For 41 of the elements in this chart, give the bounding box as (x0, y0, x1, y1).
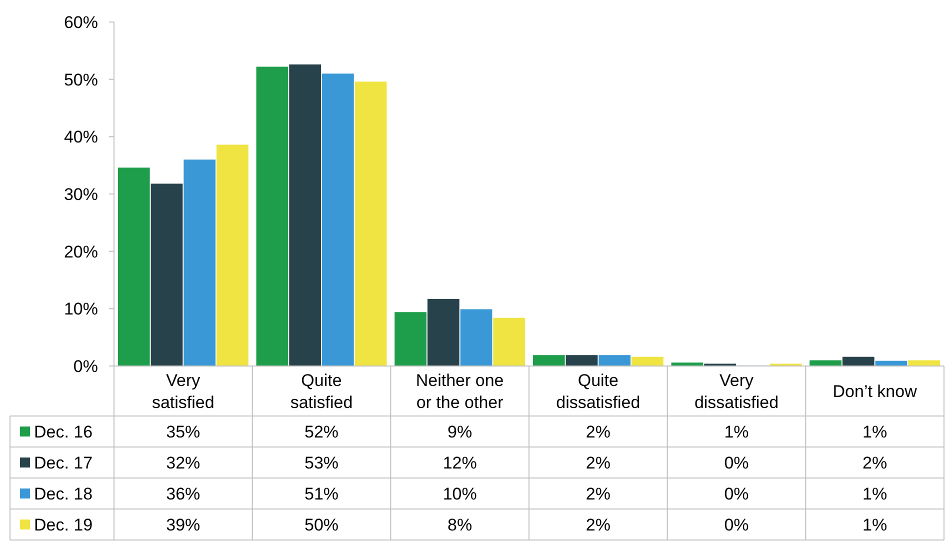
data-label: 9% (448, 422, 472, 442)
data-label: 51% (304, 484, 339, 504)
data-label: 1% (862, 515, 888, 534)
data-label: 2% (586, 484, 610, 504)
y-tick-label: 60% (64, 12, 98, 32)
legend-label: Dec. 19 (34, 515, 93, 534)
x-tick-label: Very dissatisfied (694, 370, 779, 412)
data-label: 10% (442, 484, 477, 504)
x-tick-label: Don’t know (832, 382, 918, 401)
y-tick-label: 50% (64, 70, 98, 90)
y-tick-label: 40% (64, 128, 98, 147)
data-label: 53% (304, 453, 339, 472)
data-label: 39% (166, 515, 200, 534)
x-tick-label: Neither one or the other (416, 370, 504, 412)
data-label: 2% (586, 453, 610, 472)
data-label: 1% (862, 422, 888, 442)
legend-label: Dec. 18 (34, 484, 93, 504)
data-label: 1% (724, 422, 749, 442)
y-tick-label: 30% (64, 184, 98, 204)
data-label: 0% (724, 484, 749, 504)
data-label: 35% (166, 422, 200, 442)
data-label: 2% (586, 422, 610, 442)
x-tick-label: Quite dissatisfied (556, 370, 640, 412)
data-label: 0% (724, 453, 749, 472)
data-label: 12% (442, 453, 477, 472)
data-label: 8% (448, 515, 472, 534)
y-tick-label: 0% (73, 356, 98, 376)
y-tick-label: 20% (64, 242, 98, 262)
x-tick-label: Quite satisfied (290, 370, 353, 412)
x-tick-label: Very satisfied (152, 370, 214, 412)
data-label: 52% (304, 422, 339, 442)
data-label: 0% (724, 515, 749, 534)
data-label: 36% (166, 484, 200, 504)
y-tick-label: 10% (64, 300, 98, 319)
data-label: 50% (304, 515, 339, 534)
data-label: 32% (166, 453, 200, 472)
legend-label: Dec. 16 (34, 422, 93, 442)
data-label: 2% (586, 515, 610, 534)
data-label: 1% (862, 484, 888, 504)
legend-label: Dec. 17 (34, 453, 93, 472)
data-label: 2% (862, 453, 888, 472)
